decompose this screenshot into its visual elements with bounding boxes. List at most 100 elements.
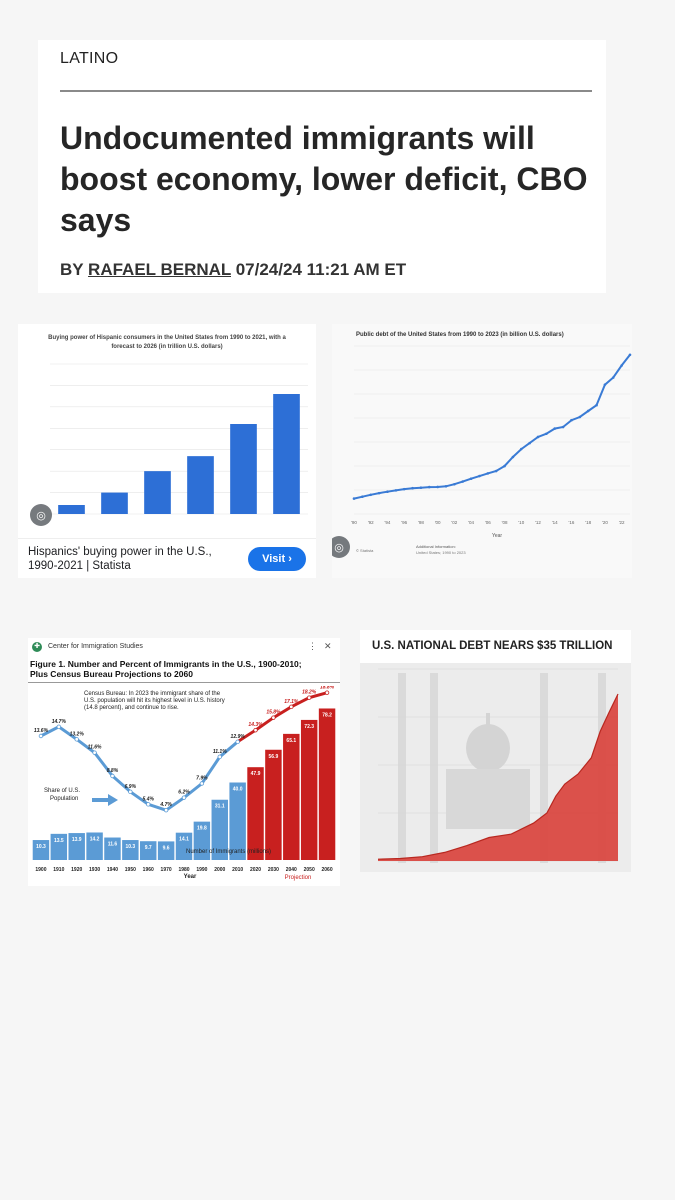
result-caption[interactable]: Hispanics' buying power in the U.S., 199… — [28, 546, 212, 572]
hispanic-chart-title-1: Buying power of Hispanic consumers in th… — [48, 335, 286, 341]
national-debt-title-bar: U.S. NATIONAL DEBT NEARS $35 TRILLION — [360, 630, 631, 663]
debt-area — [378, 694, 618, 861]
x-tick-label: 1980 — [178, 867, 189, 873]
timestamp: 07/24/24 11:21 AM ET — [231, 260, 407, 279]
share-point — [56, 724, 62, 730]
data-point — [519, 447, 523, 451]
number-label: Number of Immigrants (millions) — [186, 849, 271, 855]
column-shape — [430, 673, 438, 863]
share-point — [217, 754, 222, 760]
share-line-projection — [236, 691, 328, 744]
data-point — [586, 409, 590, 413]
x-tick-label: 1950 — [125, 867, 136, 873]
share-pct-label: 15.8% — [266, 710, 281, 716]
cis-immigrants-card[interactable]: ✚ Center for Immigration Studies ⋮ ✕ Fig… — [28, 638, 340, 886]
x-tick-label: '04 — [468, 520, 474, 525]
x-tick-label: '10 — [518, 520, 524, 525]
data-point — [494, 469, 498, 473]
more-options-icon[interactable]: ⋮ — [308, 641, 317, 651]
data-point — [361, 495, 364, 499]
share-point — [253, 727, 258, 733]
share-point — [92, 750, 97, 755]
historic-bar — [104, 837, 121, 860]
x-tick-label: '08 — [502, 520, 508, 525]
dome-shape — [466, 724, 510, 772]
historic-bar — [157, 841, 175, 860]
x-tick-label: '06 — [485, 520, 491, 525]
data-point — [436, 485, 439, 489]
national-debt-chart-svg — [360, 663, 631, 872]
visit-button[interactable]: Visit › — [248, 547, 306, 571]
data-point — [578, 415, 582, 419]
x-tick-label: 1960 — [143, 867, 154, 873]
x-tick-label: '94 — [385, 520, 391, 525]
bar — [230, 424, 257, 514]
close-icon[interactable]: ✕ — [324, 641, 332, 651]
data-point — [453, 482, 456, 486]
cis-source[interactable]: Center for Immigration Studies — [48, 643, 143, 650]
x-tick-label: 2010 — [232, 867, 243, 873]
share-pct-label: 7.9% — [196, 776, 208, 782]
projection-bar — [283, 733, 300, 860]
data-point — [427, 485, 431, 489]
historic-bar — [175, 832, 193, 860]
share-point — [199, 781, 205, 786]
public-debt-card[interactable]: Public debt of the United States from 19… — [332, 324, 632, 578]
share-point — [163, 807, 169, 813]
x-tick-label: '00 — [435, 520, 441, 525]
share-pct-label: 17.1% — [284, 699, 299, 705]
historic-bar — [229, 782, 246, 860]
cis-note-1: Census Bureau: In 2023 the immigrant sha… — [84, 691, 221, 697]
x-tick-label: '14 — [552, 520, 558, 525]
data-point — [545, 432, 548, 436]
article-header-card[interactable]: LATINO Undocumented immigrants will boos… — [38, 40, 606, 293]
data-point — [419, 486, 423, 490]
share-label-1: Share of U.S. — [44, 788, 80, 794]
bar-value-label: 9.6 — [163, 845, 170, 851]
cis-title-line-1: Figure 1. Number and Percent of Immigran… — [30, 659, 302, 669]
historic-bar — [68, 833, 85, 860]
historic-bar — [211, 799, 228, 860]
bar — [58, 505, 85, 514]
data-point — [369, 493, 373, 497]
x-tick-label: 2000 — [214, 867, 225, 873]
public-debt-footer-mid: Additional Information: — [416, 544, 456, 549]
share-point — [38, 733, 44, 739]
share-pct-label: 11.6% — [88, 745, 102, 751]
share-point — [235, 739, 240, 745]
data-point — [511, 455, 515, 459]
share-pct-label: 12.9% — [231, 734, 246, 740]
x-tick-label: '22 — [619, 520, 625, 525]
data-point — [536, 435, 540, 439]
data-point — [595, 403, 598, 407]
bar-value-label: 10.3 — [125, 844, 135, 850]
google-lens-icon[interactable]: ◎ — [30, 504, 52, 526]
spire-shape — [486, 713, 490, 727]
article-headline[interactable]: Undocumented immigrants will boost econo… — [60, 120, 588, 238]
x-tick-label: '12 — [535, 520, 541, 525]
share-pct-label: 18.8% — [320, 686, 335, 691]
bar — [101, 492, 128, 514]
section-label[interactable]: LATINO — [60, 50, 119, 67]
data-point — [570, 418, 573, 422]
x-tick-label: 1920 — [71, 867, 82, 873]
cis-chart-svg: Census Bureau: In 2023 the immigrant sha… — [32, 686, 336, 881]
bar-value-label: 14.2 — [90, 836, 100, 842]
share-pct-label: 13.2% — [70, 731, 85, 737]
google-lens-icon[interactable]: ◎ — [332, 536, 350, 558]
result-caption-bar[interactable]: Hispanics' buying power in the U.S., 199… — [18, 538, 316, 578]
hispanic-buying-power-card[interactable]: Buying power of Hispanic consumers in th… — [18, 324, 316, 578]
bar — [187, 456, 214, 514]
cis-figure-title: Figure 1. Number and Percent of Immigran… — [30, 659, 302, 679]
share-pct-label: 18.2% — [302, 690, 317, 696]
bar — [273, 394, 300, 514]
projection-bar — [300, 719, 318, 860]
author-link[interactable]: RAFAEL BERNAL — [88, 260, 231, 279]
data-point — [461, 480, 465, 483]
bar-value-label: 13.5 — [54, 838, 64, 844]
share-arrow-icon — [92, 794, 118, 806]
data-point — [503, 464, 506, 468]
national-debt-card[interactable]: U.S. NATIONAL DEBT NEARS $35 TRILLION — [360, 630, 631, 872]
capitol-backdrop — [398, 673, 606, 863]
historic-bar — [50, 833, 68, 860]
